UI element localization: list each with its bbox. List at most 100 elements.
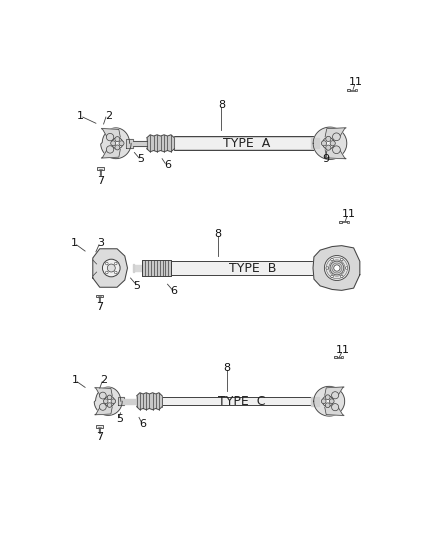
Circle shape — [326, 136, 331, 141]
Circle shape — [107, 395, 112, 400]
Circle shape — [330, 261, 344, 275]
Text: 1: 1 — [71, 238, 78, 248]
FancyBboxPatch shape — [96, 425, 103, 428]
Text: 7: 7 — [96, 302, 103, 312]
FancyBboxPatch shape — [97, 167, 104, 170]
Polygon shape — [133, 264, 134, 272]
Text: 11: 11 — [342, 209, 356, 219]
FancyBboxPatch shape — [96, 295, 103, 297]
Text: TYPE  B: TYPE B — [229, 262, 276, 274]
Circle shape — [321, 399, 326, 403]
FancyBboxPatch shape — [174, 136, 316, 150]
Text: 1: 1 — [71, 375, 78, 385]
Circle shape — [340, 259, 343, 261]
Text: 8: 8 — [214, 229, 221, 239]
Text: 9: 9 — [322, 155, 329, 165]
Circle shape — [332, 392, 339, 399]
FancyBboxPatch shape — [171, 261, 320, 275]
Polygon shape — [118, 397, 124, 406]
Polygon shape — [133, 141, 147, 146]
Polygon shape — [314, 386, 345, 416]
Text: 7: 7 — [96, 432, 103, 442]
Circle shape — [107, 403, 112, 407]
Circle shape — [326, 145, 331, 150]
Circle shape — [107, 264, 115, 272]
Text: 8: 8 — [223, 363, 230, 373]
Circle shape — [99, 392, 106, 399]
Text: 7: 7 — [97, 176, 104, 186]
Polygon shape — [95, 407, 112, 415]
FancyBboxPatch shape — [342, 221, 348, 222]
Circle shape — [331, 259, 333, 261]
Polygon shape — [325, 407, 344, 416]
Circle shape — [340, 275, 343, 278]
Text: 3: 3 — [97, 238, 104, 248]
FancyBboxPatch shape — [347, 89, 350, 91]
Polygon shape — [124, 399, 137, 403]
Circle shape — [329, 399, 334, 403]
Circle shape — [119, 141, 124, 146]
Circle shape — [321, 141, 327, 146]
Text: TYPE  A: TYPE A — [223, 137, 270, 150]
FancyBboxPatch shape — [99, 428, 100, 433]
FancyBboxPatch shape — [339, 221, 342, 223]
Polygon shape — [134, 265, 142, 271]
Text: 5: 5 — [133, 281, 140, 290]
Polygon shape — [101, 128, 131, 159]
Polygon shape — [137, 393, 162, 410]
Polygon shape — [101, 128, 120, 137]
Circle shape — [99, 403, 106, 410]
Circle shape — [115, 136, 120, 142]
Circle shape — [330, 141, 336, 146]
Polygon shape — [147, 135, 174, 152]
Circle shape — [332, 403, 339, 411]
Polygon shape — [126, 139, 134, 148]
FancyBboxPatch shape — [347, 221, 349, 223]
Circle shape — [106, 271, 108, 274]
Circle shape — [114, 262, 117, 265]
Text: 6: 6 — [170, 286, 177, 296]
Circle shape — [332, 133, 340, 141]
Circle shape — [106, 146, 114, 153]
Text: 11: 11 — [336, 345, 350, 356]
FancyBboxPatch shape — [337, 357, 342, 358]
FancyBboxPatch shape — [334, 356, 337, 358]
FancyBboxPatch shape — [341, 357, 343, 358]
Circle shape — [326, 266, 328, 269]
Circle shape — [102, 259, 120, 277]
Text: 2: 2 — [105, 110, 112, 120]
Text: 8: 8 — [218, 100, 225, 110]
FancyBboxPatch shape — [355, 89, 357, 91]
Circle shape — [331, 275, 333, 278]
Circle shape — [332, 146, 340, 154]
Circle shape — [334, 265, 340, 271]
Circle shape — [325, 395, 330, 400]
Polygon shape — [101, 149, 120, 158]
Polygon shape — [93, 249, 127, 287]
Text: 5: 5 — [137, 155, 144, 165]
Circle shape — [103, 399, 108, 403]
Circle shape — [106, 133, 114, 141]
FancyBboxPatch shape — [100, 170, 101, 175]
Polygon shape — [325, 387, 344, 395]
Text: 6: 6 — [164, 160, 171, 170]
Circle shape — [104, 396, 115, 406]
Polygon shape — [311, 397, 319, 406]
Polygon shape — [325, 150, 346, 159]
Circle shape — [111, 399, 116, 403]
Circle shape — [322, 138, 334, 149]
Circle shape — [106, 262, 108, 265]
Circle shape — [346, 266, 348, 269]
Circle shape — [325, 403, 330, 408]
FancyBboxPatch shape — [350, 90, 355, 91]
Polygon shape — [325, 128, 346, 137]
Text: TYPE  C: TYPE C — [219, 395, 266, 408]
FancyBboxPatch shape — [99, 297, 100, 303]
Polygon shape — [95, 387, 112, 395]
Circle shape — [325, 255, 350, 280]
Circle shape — [322, 396, 333, 407]
Polygon shape — [313, 246, 360, 290]
Circle shape — [112, 138, 123, 149]
Polygon shape — [94, 387, 122, 415]
Text: 2: 2 — [100, 375, 107, 385]
